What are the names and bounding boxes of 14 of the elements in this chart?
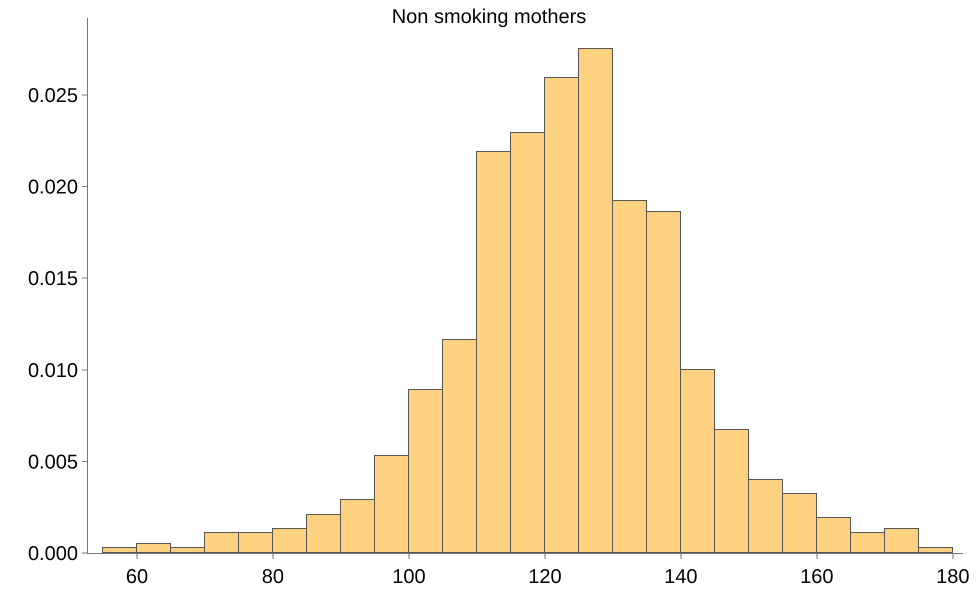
y-tick-label: 0.025 [28,84,78,107]
x-tick-label: 140 [664,566,698,588]
x-tick-label: 60 [126,566,148,588]
x-tick-label: 100 [392,566,426,588]
x-tick-label: 120 [528,566,562,588]
chart-title: Non smoking mothers [392,6,586,28]
x-tick-label: 80 [262,566,284,588]
y-tick-label: 0.005 [28,451,78,474]
x-tick-label: 180 [936,566,970,588]
y-tick-label: 0.015 [28,268,78,290]
y-tick-label: 0.020 [28,176,78,199]
y-tick-label: 0.010 [28,360,78,382]
y-tick-label: 0.000 [28,543,78,565]
x-tick-label: 160 [800,566,834,588]
